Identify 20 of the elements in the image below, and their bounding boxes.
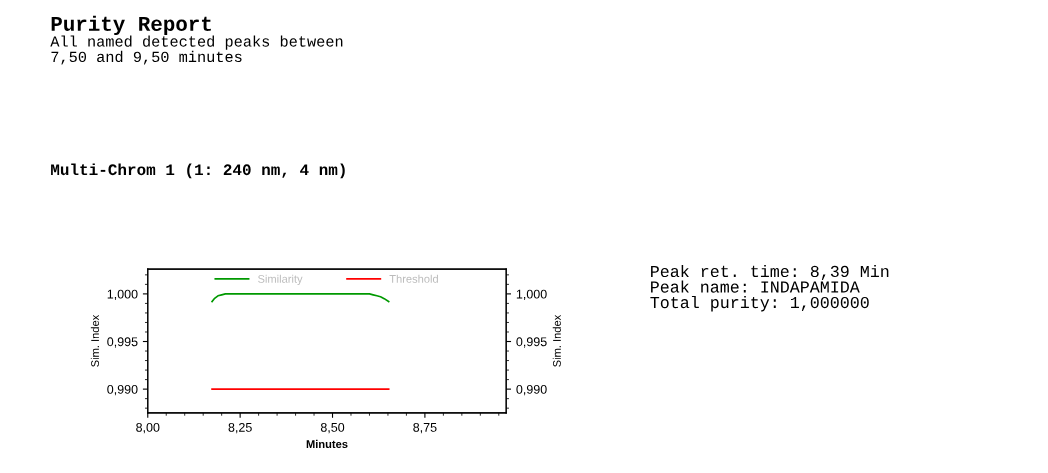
x-tick-label: 8,75 [413,422,437,434]
x-tick-label: 8,00 [136,422,160,434]
text: Peak ret. time: 8,39 Min Peak name: INDAPAMIDA Total purity: 1,000000 [650,264,889,312]
y-tick-label: 1,000 [107,289,138,301]
chart-subtitle: All named detected peaks between 7,50 and 9,50 minutes [50,35,343,65]
y-tick-label: 0,995 [107,337,138,348]
x-tick-label: 8,50 [320,422,345,434]
chart-title: Purity Report [51,15,211,36]
y-tick-label: 0,990 [107,384,138,396]
y2-axis-title: Sim. Index [552,314,561,367]
y2-tick-label: 0,995 [516,337,547,348]
y2-tick-label: 0,990 [516,384,547,396]
y2-tick-label: 1,000 [516,289,547,301]
legend-label: Similarity [258,274,303,286]
text: Multi-Chrom 1 (1: 240 nm, 4 nm) [51,163,345,179]
line-series [211,293,390,303]
x-tick-label: 8,25 [228,422,252,434]
x-axis-title: Minutes [306,439,348,449]
y-axis-title: Sim. Index [90,314,100,367]
legend-label: Threshold [389,274,438,283]
